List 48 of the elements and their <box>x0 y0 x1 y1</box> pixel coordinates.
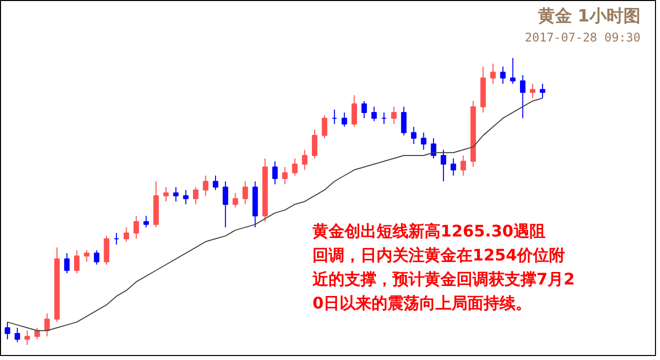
candlestick <box>84 250 90 262</box>
candlestick <box>420 132 426 150</box>
candlestick <box>352 94 357 128</box>
candlestick <box>4 322 10 340</box>
candlestick <box>391 106 397 124</box>
candlestick <box>401 106 407 136</box>
candlestick <box>24 330 30 346</box>
candlestick <box>530 83 536 99</box>
candlestick <box>490 63 496 84</box>
candlestick <box>322 114 328 139</box>
candlestick <box>540 83 546 99</box>
candlestick <box>312 129 318 159</box>
candlestick <box>94 250 100 266</box>
candlestick <box>14 327 20 343</box>
candlestick <box>242 180 248 205</box>
candlestick <box>371 106 377 122</box>
candlestick <box>44 312 50 337</box>
candlestick <box>302 149 308 170</box>
candlestick <box>440 149 446 182</box>
candlestick <box>272 160 278 185</box>
candlestick <box>410 126 416 145</box>
candlestick <box>292 158 298 176</box>
candlestick <box>64 252 70 274</box>
candlestick <box>192 186 198 205</box>
candlestick <box>282 166 288 185</box>
candlestick <box>34 327 40 340</box>
candlestick <box>143 215 149 228</box>
candlestick <box>342 112 348 128</box>
candlestick <box>450 158 456 176</box>
text: 黄金 1小时图 <box>536 6 641 26</box>
candlestick <box>183 189 189 205</box>
candlestick <box>202 175 208 196</box>
candlestick <box>232 192 238 208</box>
candlestick <box>104 235 110 266</box>
text: 2017-07-28 09:30 <box>524 30 640 44</box>
candlestick <box>124 226 130 242</box>
candlestick <box>222 180 228 228</box>
candlestick <box>212 175 218 190</box>
candlestick <box>173 186 179 202</box>
candlestick <box>134 215 139 240</box>
candlestick <box>430 138 436 159</box>
candlestick <box>74 250 80 274</box>
candlestick <box>500 66 506 84</box>
candlestick <box>361 100 367 119</box>
candlestick <box>520 74 526 119</box>
candlestick <box>510 57 516 84</box>
candlestick <box>460 155 466 176</box>
annotation: 黄金创出短线新高1265.30遇阻回调，日内关注黄金在1254价位附近的支撑，预计黄金回调获支撑7月20日以来的震荡向上局面持续。 <box>312 222 575 312</box>
